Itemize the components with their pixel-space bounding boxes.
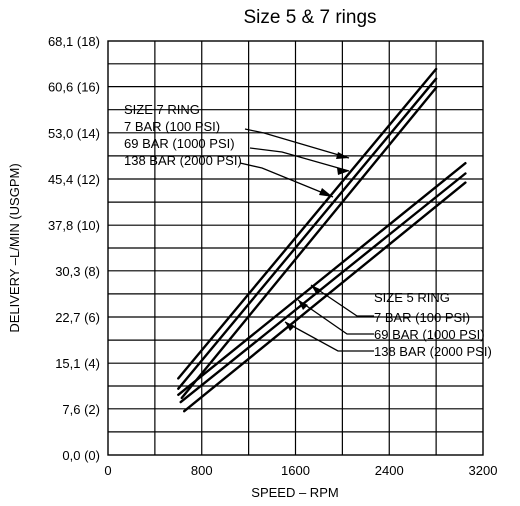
chart-title: Size 5 & 7 rings xyxy=(243,7,376,28)
x-tick-label: 800 xyxy=(191,463,213,478)
x-tick-label: 1600 xyxy=(281,463,310,478)
series-line xyxy=(177,77,438,390)
size7-leader-69bar xyxy=(249,147,350,172)
leader-arrows xyxy=(239,128,374,352)
x-tick-label: 0 xyxy=(104,463,111,478)
plot-frame xyxy=(107,40,484,456)
size7-arrow-138bar xyxy=(319,188,333,197)
size5-heading: SIZE 5 RING xyxy=(374,290,450,305)
series-line xyxy=(177,161,467,396)
size7-label-69bar: 69 BAR (1000 PSI) xyxy=(124,136,235,151)
size5-arrow-138bar xyxy=(285,322,295,331)
x-tick-label: 2400 xyxy=(375,463,404,478)
x-axis-label: SPEED – RPM xyxy=(251,485,338,500)
series-line xyxy=(180,86,438,400)
size7-heading: SIZE 7 RING xyxy=(124,102,200,117)
size5-label-138bar: 138 BAR (2000 PSI) xyxy=(374,344,492,359)
y-tick-label: 15,1 (4) xyxy=(55,356,100,371)
series-line xyxy=(179,172,467,404)
y-tick-label: 45,4 (12) xyxy=(48,172,100,187)
series-lines xyxy=(177,67,467,413)
y-tick-label: 60,6 (16) xyxy=(48,80,100,95)
size5-leader-138bar xyxy=(284,321,374,352)
size7-leader-138bar xyxy=(239,162,334,198)
y-tick-label: 53,0 (14) xyxy=(48,126,100,141)
y-tick-label: 7,6 (2) xyxy=(62,402,100,417)
y-axis-label: DELIVERY –L/MIN (USGPM) xyxy=(7,163,22,332)
size7-leader-7bar xyxy=(244,128,350,159)
y-tick-label: 30,3 (8) xyxy=(55,264,100,279)
y-tick-label: 68,1 (18) xyxy=(48,34,100,49)
size5-arrow-7bar xyxy=(311,285,322,295)
y-tick-label: 37,8 (10) xyxy=(48,218,100,233)
y-tick-label: 22,7 (6) xyxy=(55,310,100,325)
tick-labels: 0,0 (0) 7,6 (2) 15,1 (4) 22,7 (6) 30,3 (8) 37… xyxy=(48,34,498,478)
size7-label-138bar: 138 BAR (2000 PSI) xyxy=(124,153,242,168)
size5-arrow-69bar xyxy=(298,300,308,310)
size5-label-69bar: 69 BAR (1000 PSI) xyxy=(374,327,485,342)
size5-annotation: SIZE 5 RING 7 BAR (100 PSI) 69 BAR (1000… xyxy=(374,290,492,359)
series-line xyxy=(182,181,467,413)
size5-label-7bar: 7 BAR (100 PSI) xyxy=(374,310,470,325)
size7-annotation: SIZE 7 RING 7 BAR (100 PSI) 69 BAR (1000… xyxy=(124,102,242,168)
size5-leader-7bar xyxy=(310,284,374,317)
y-tick-label: 0,0 (0) xyxy=(62,448,100,463)
size7-arrow-7bar xyxy=(336,152,349,159)
size7-arrow-69bar xyxy=(337,168,349,175)
size7-label-7bar: 7 BAR (100 PSI) xyxy=(124,119,220,134)
x-tick-label: 3200 xyxy=(469,463,498,478)
size5-leader-69bar xyxy=(297,299,374,335)
series-line xyxy=(177,67,438,380)
